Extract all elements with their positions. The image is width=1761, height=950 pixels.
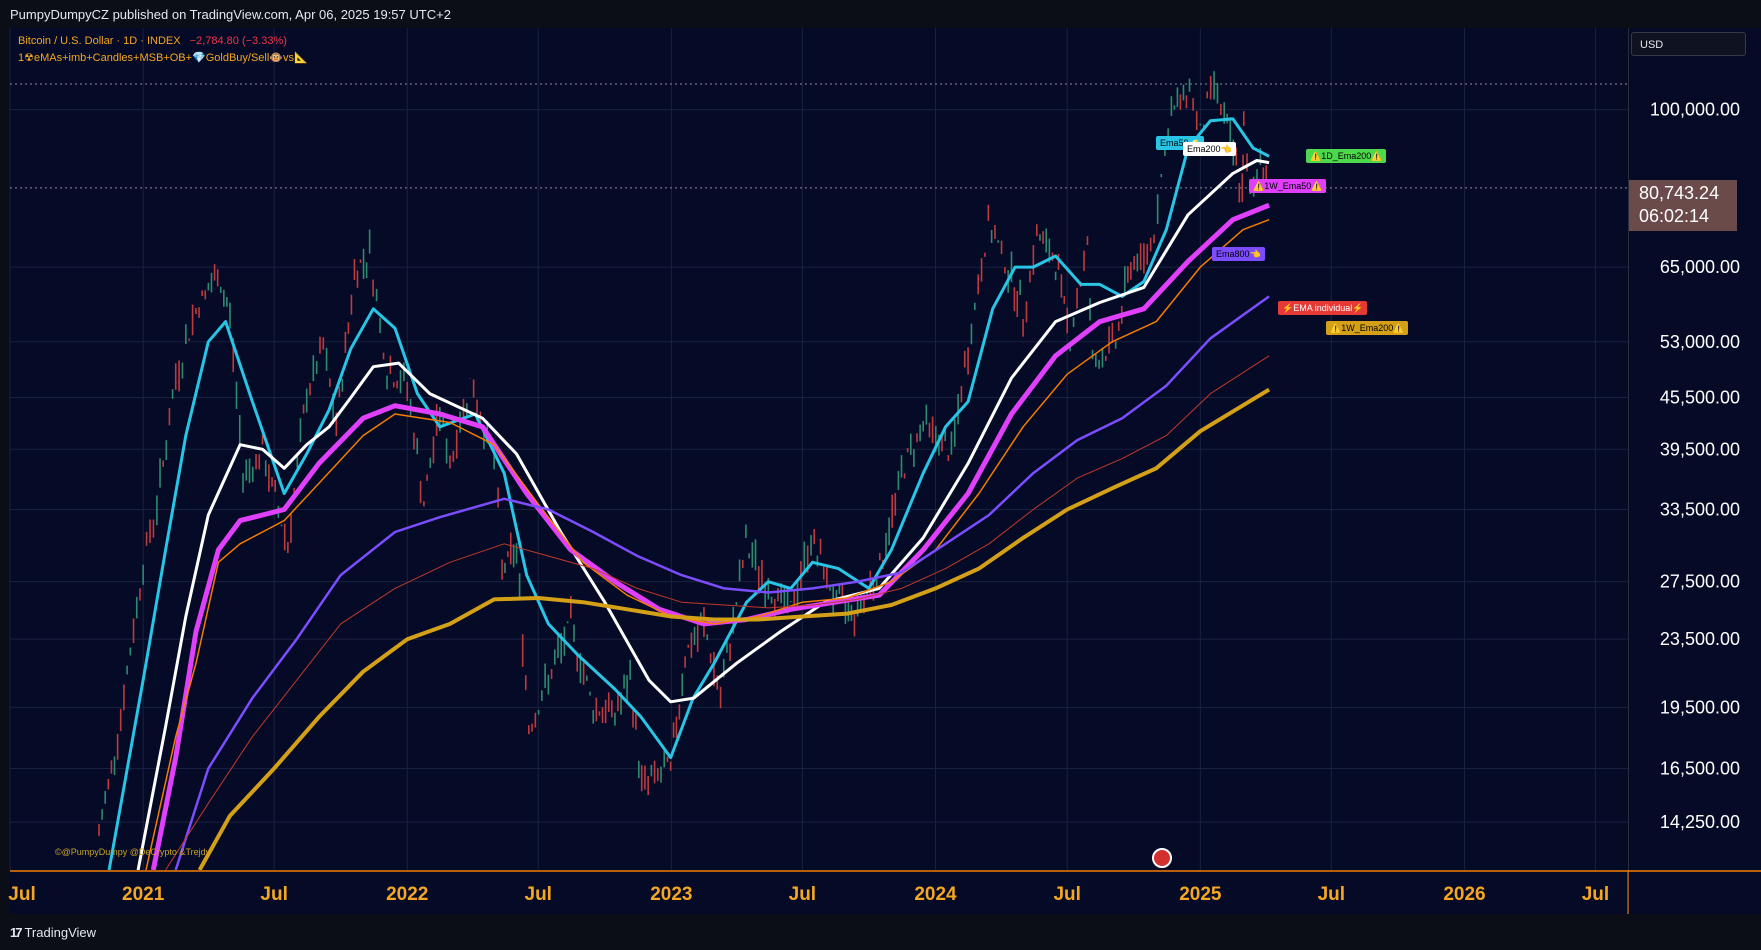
price-axis-label: 53,000.00 bbox=[1660, 332, 1740, 352]
ema-tag-6: ⚠️1W_Ema200⚠️ bbox=[1326, 321, 1409, 335]
ema-line-ema800 bbox=[174, 295, 1270, 870]
price-axis-label: 39,500.00 bbox=[1660, 439, 1740, 459]
ema-tag-3: ⚠️1W_Ema50⚠️ bbox=[1249, 179, 1327, 193]
ema-line-1w-ema50 bbox=[150, 202, 1271, 870]
tradingview-brand[interactable]: 17 TradingView bbox=[10, 925, 96, 940]
tradingview-logo-icon: 17 bbox=[10, 925, 23, 940]
time-axis-label: 2025 bbox=[1179, 884, 1222, 905]
price-axis-label: 27,500.00 bbox=[1660, 572, 1740, 592]
us-flag-event-icon[interactable] bbox=[1152, 848, 1172, 868]
brand-name: TradingView bbox=[24, 925, 97, 940]
symbol-name: Bitcoin / U.S. Dollar · 1D · INDEX bbox=[18, 35, 181, 47]
time-axis-label: 2026 bbox=[1443, 884, 1485, 905]
ema-tag-2: ⚠️1D_Ema200⚠️ bbox=[1306, 149, 1387, 163]
footer-bar: 17 TradingView bbox=[0, 914, 1761, 950]
price-axis-label: 16,500.00 bbox=[1660, 758, 1740, 778]
ema-tag-1: Ema200👈 bbox=[1183, 142, 1236, 156]
publisher-text: PumpyDumpyCZ published on TradingView.co… bbox=[10, 7, 451, 22]
indicator-legend[interactable]: 1☢eMAs+imb+Candles+MSB+OB+💎GoldBuy/Sell🐵… bbox=[18, 52, 308, 64]
ema-line-ema-individual bbox=[165, 355, 1270, 870]
price-axis-label: 33,500.00 bbox=[1660, 500, 1740, 520]
last-price-tag: 80,743.24 06:02:14 bbox=[1629, 180, 1737, 231]
price-axis-label: 100,000.00 bbox=[1650, 100, 1740, 120]
bar-countdown: 06:02:14 bbox=[1639, 206, 1710, 226]
time-axis-label: Jul bbox=[1053, 884, 1080, 905]
time-axis-label: Jul bbox=[1582, 884, 1609, 905]
price-axis-label: 14,250.00 bbox=[1660, 812, 1740, 832]
ema-line-ema50 bbox=[107, 117, 1270, 870]
time-axis-label: 2022 bbox=[386, 884, 428, 905]
ema-line-1w-ema200 bbox=[197, 387, 1271, 870]
time-axis-label: Jul bbox=[1318, 884, 1345, 905]
time-axis-label: Jul bbox=[8, 884, 35, 905]
ema-line-1d-ema200 bbox=[145, 218, 1270, 870]
last-price-value: 80,743.24 bbox=[1639, 183, 1720, 203]
price-change: −2,784.80 (−3.33%) bbox=[189, 35, 287, 47]
time-axis-label: 2021 bbox=[122, 884, 165, 905]
price-axis-label: 23,500.00 bbox=[1660, 629, 1740, 649]
time-axis-label: Jul bbox=[260, 884, 287, 905]
price-axis[interactable] bbox=[1628, 28, 1761, 914]
ema-line-ema200 bbox=[136, 159, 1270, 870]
time-axis-label: 2023 bbox=[650, 884, 692, 905]
chart-plot-area[interactable] bbox=[10, 28, 1628, 914]
time-axis-label: Jul bbox=[789, 884, 816, 905]
time-axis-label: 2024 bbox=[914, 884, 957, 905]
currency-selector[interactable]: USD bbox=[1631, 32, 1746, 56]
author-credit: ©@PumpyDumpy @DeCrypto &Trejdy bbox=[55, 847, 211, 857]
ema-tag-4: Ema800👈 bbox=[1212, 247, 1265, 261]
publish-header: PumpyDumpyCZ published on TradingView.co… bbox=[0, 0, 1761, 28]
price-axis-label: 45,500.00 bbox=[1660, 388, 1740, 408]
ema-tag-5: ⚡EMA individual⚡ bbox=[1278, 301, 1368, 315]
price-axis-label: 19,500.00 bbox=[1660, 697, 1740, 717]
symbol-legend[interactable]: Bitcoin / U.S. Dollar · 1D · INDEX −2,78… bbox=[18, 35, 287, 47]
price-axis-label: 65,000.00 bbox=[1660, 257, 1740, 277]
time-axis-label: Jul bbox=[525, 884, 552, 905]
